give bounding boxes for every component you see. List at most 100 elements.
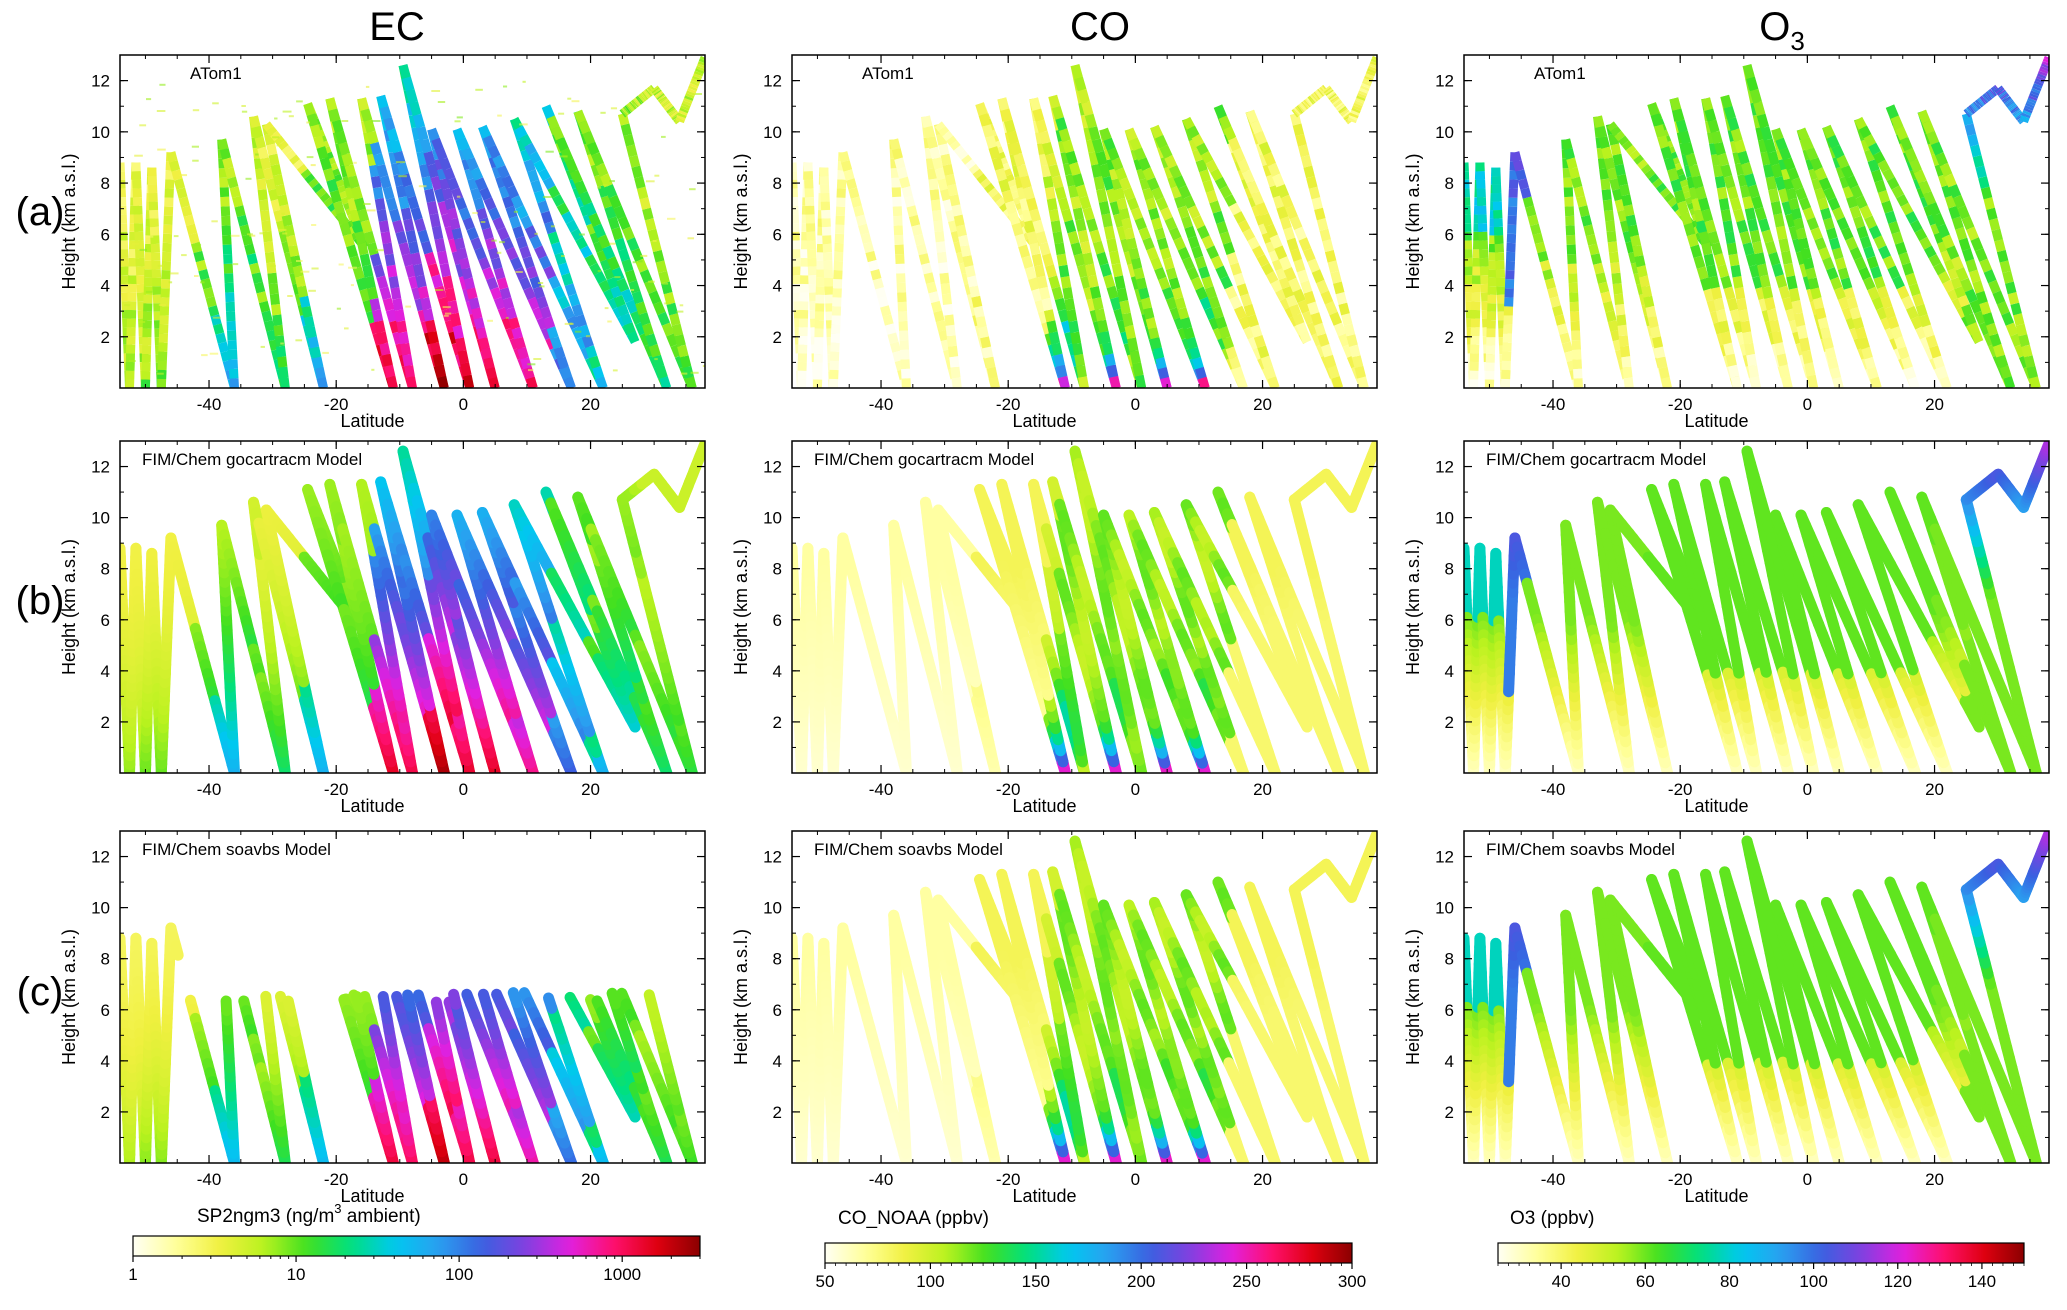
curtain-segment: [360, 108, 373, 123]
curtain-segment: [1070, 331, 1082, 345]
curtain-segment: [934, 230, 945, 243]
speckle-point: [654, 358, 658, 361]
curtain-segment: [899, 330, 909, 341]
curtain-segment: [419, 163, 431, 178]
curtain-segment: [449, 217, 461, 230]
curtain-segment: [259, 157, 272, 170]
curtain-segment: [1031, 253, 1043, 267]
curtain-segment: [413, 138, 426, 153]
curtain-segment: [650, 85, 659, 93]
curtain-segment: [541, 104, 555, 119]
curtain-segment: [950, 366, 961, 379]
curtain-segment: [1363, 78, 1373, 84]
curtain-segment: [1068, 162, 1082, 176]
curtain-segment: [682, 365, 694, 379]
curtain-segment: [1029, 208, 1042, 223]
curtain-segment: [1048, 331, 1061, 345]
speckle-point: [338, 263, 344, 266]
speckle-point: [233, 263, 239, 266]
curtain-segment: [1322, 239, 1334, 253]
curtain-segment: [258, 199, 269, 212]
curtain-segment: [1261, 262, 1274, 276]
curtain-segment: [630, 100, 638, 109]
curtain-segment: [1333, 281, 1345, 295]
curtain-segment: [1072, 207, 1085, 221]
curtain-segment: [561, 272, 574, 286]
curtain-segment: [610, 285, 623, 299]
curtain-segment: [1039, 286, 1051, 300]
x-tick-label: 20: [581, 780, 600, 799]
curtain-segment: [403, 218, 415, 232]
curtain-segment: [1133, 147, 1147, 161]
curtain-segment: [491, 165, 504, 179]
curtain-segment: [1215, 265, 1229, 280]
curtain-segment: [614, 237, 627, 252]
curtain-segment: [596, 249, 609, 262]
curtain-segment: [466, 227, 479, 241]
curtain-segment: [1247, 236, 1260, 250]
curtain-segment: [896, 167, 908, 179]
speckle-point: [694, 93, 702, 95]
curtain-segment: [975, 102, 988, 116]
curtain-segment: [1300, 102, 1307, 111]
speckle-point: [375, 249, 384, 252]
curtain-segment: [681, 102, 691, 109]
curtain-segment: [897, 292, 907, 303]
curtain-segment: [1312, 92, 1320, 101]
speckle-point: [371, 120, 381, 122]
curtain-segment: [1209, 200, 1222, 214]
speckle-point: [192, 159, 199, 162]
curtain-segment: [368, 164, 380, 178]
speckle-point: [241, 105, 246, 107]
curtain-segment: [1057, 308, 1070, 323]
curtain-segment: [930, 199, 941, 212]
curtain-segment: [405, 229, 417, 243]
curtain-segment: [205, 296, 217, 308]
column-title-ec: EC: [369, 5, 425, 49]
curtain-segment: [1192, 215, 1205, 230]
curtain-segment: [444, 197, 456, 210]
curtain-segment: [1130, 207, 1143, 221]
curtain-segment: [1076, 264, 1089, 278]
curtain-segment: [442, 275, 454, 290]
curtain-segment: [882, 314, 894, 326]
curtain-segment: [173, 178, 186, 190]
y-tick-label: 10: [91, 123, 110, 142]
curtain-segment: [1038, 153, 1050, 167]
curtain-segment: [406, 376, 417, 388]
curtain-segment: [1051, 286, 1064, 301]
curtain-segment: [551, 126, 565, 141]
x-tick-label: 20: [581, 395, 600, 414]
curtain-segment: [1238, 219, 1251, 233]
y-tick-label: 4: [773, 277, 782, 296]
curtain-segment: [220, 196, 230, 207]
curtain-segment: [1019, 197, 1031, 211]
curtain-segment: [226, 311, 236, 322]
curtain-segment: [1215, 316, 1228, 330]
curtain-segment: [511, 327, 523, 340]
curtain-segment: [426, 163, 440, 179]
curtain-segment: [1133, 267, 1145, 280]
speckle-point: [350, 284, 354, 287]
curtain-segment: [634, 176, 646, 189]
curtain-segment: [555, 136, 569, 152]
curtain-segment: [1300, 280, 1313, 294]
curtain-segment: [1085, 138, 1098, 153]
curtain-segment: [657, 94, 666, 102]
curtain-segment: [492, 216, 506, 231]
curtain-segment: [624, 269, 637, 283]
curtain-segment: [1251, 204, 1264, 217]
curtain-segment: [1246, 180, 1260, 195]
curtain-segment: [1192, 148, 1205, 162]
curtain-segment: [1308, 186, 1321, 200]
curtain-segment: [343, 201, 354, 211]
curtain-segment: [272, 173, 284, 186]
curtain-segment: [976, 173, 988, 184]
speckle-point: [630, 289, 635, 291]
curtain-segment: [1173, 236, 1186, 251]
curtain-segment: [524, 225, 538, 240]
speckle-point: [435, 289, 444, 291]
curtain-segment: [1095, 150, 1108, 166]
curtain-segment: [1311, 93, 1318, 102]
curtain-segment: [1151, 187, 1164, 201]
